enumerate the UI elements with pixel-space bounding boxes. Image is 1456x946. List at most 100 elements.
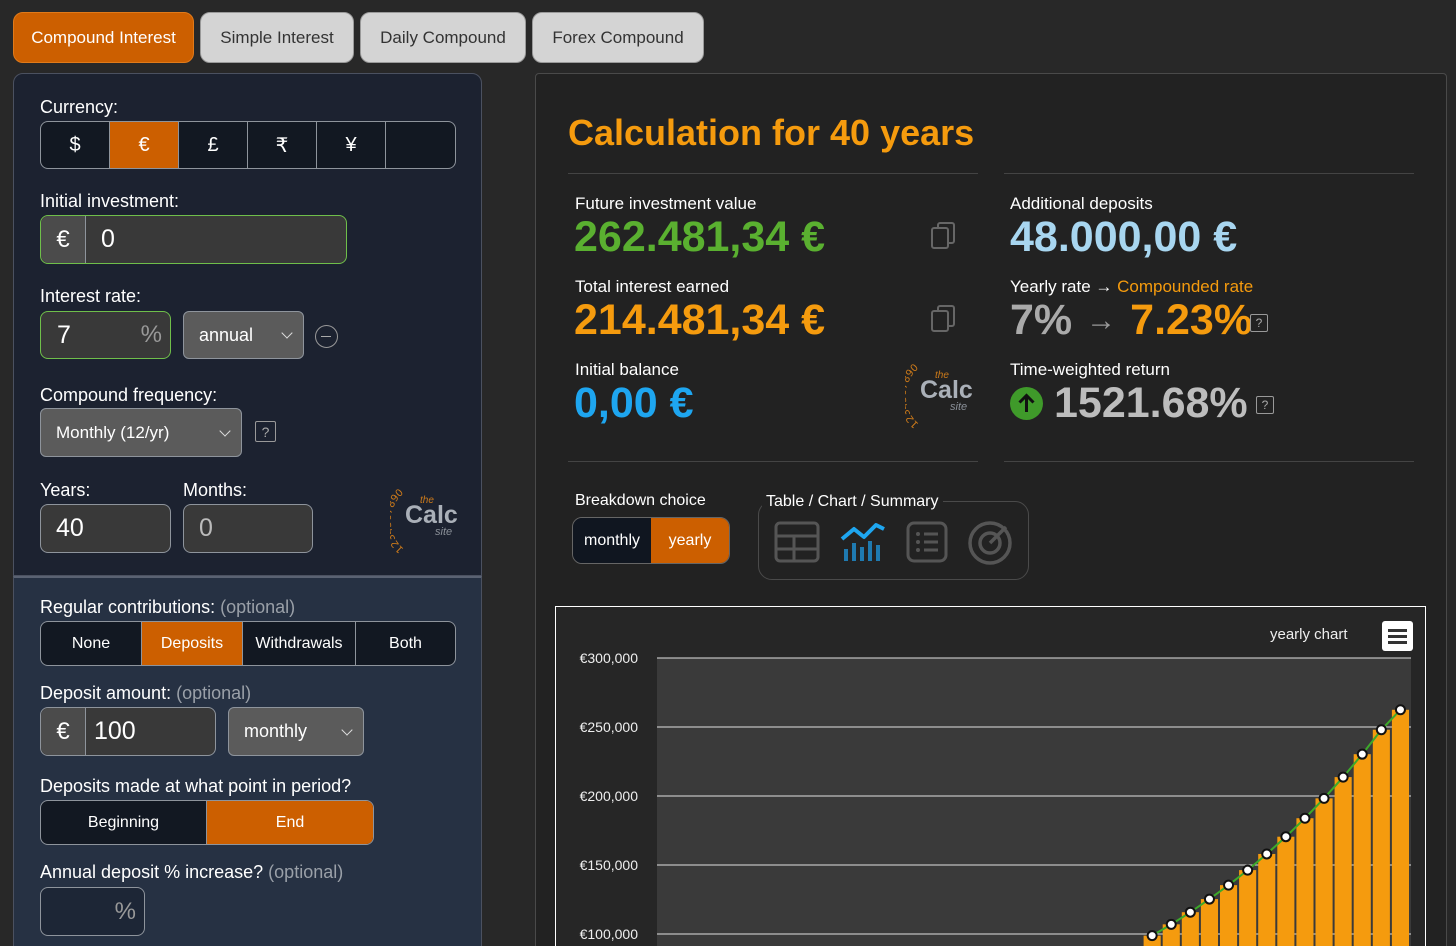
data-point[interactable] xyxy=(1223,879,1235,891)
data-point[interactable] xyxy=(1242,864,1254,876)
chart-bar[interactable] xyxy=(1315,798,1333,946)
currency-custom-button[interactable] xyxy=(386,122,455,168)
total-interest-label: Total interest earned xyxy=(575,277,730,296)
data-point[interactable] xyxy=(1261,848,1273,860)
chart-plot: €300,000 €250,000 €200,000 €150,000 €100,000 xyxy=(580,650,1411,946)
breakdown-yearly-button[interactable]: yearly xyxy=(651,518,729,563)
data-point[interactable] xyxy=(1184,906,1196,918)
chart-title: yearly chart xyxy=(1270,626,1348,643)
y-tick-label: €200,000 xyxy=(580,788,639,804)
tab-compound-interest[interactable]: Compound Interest xyxy=(13,12,194,63)
table-icon[interactable] xyxy=(774,521,820,563)
months-input[interactable]: 0 xyxy=(183,504,313,553)
chart-menu-icon[interactable] xyxy=(1382,621,1413,651)
copy-icon[interactable] xyxy=(931,222,956,250)
timing-beginning-button[interactable]: Beginning xyxy=(41,801,207,844)
chart-bar[interactable] xyxy=(1181,912,1199,946)
future-value: 262.481,34 € xyxy=(574,213,826,261)
y-tick-label: €300,000 xyxy=(580,650,639,666)
chevron-down-icon xyxy=(219,424,231,437)
svg-text:1234567890: 1234567890 xyxy=(905,362,921,430)
tab-forex-compound[interactable]: Forex Compound xyxy=(532,12,704,63)
currency-usd-button[interactable]: $ xyxy=(41,122,110,168)
tab-daily-compound[interactable]: Daily Compound xyxy=(360,12,526,63)
chart-bar[interactable] xyxy=(1372,729,1390,946)
data-point[interactable] xyxy=(1337,771,1349,783)
data-point[interactable] xyxy=(1394,704,1406,716)
chart-bar[interactable] xyxy=(1162,924,1180,946)
divider xyxy=(1004,461,1414,462)
currency-gbp-button[interactable]: £ xyxy=(179,122,248,168)
logo-calc: Calc xyxy=(405,501,458,529)
view-selector-label: Table / Chart / Summary xyxy=(762,493,943,511)
calc-site-logo: 1234567890 the Calc site xyxy=(390,483,470,555)
years-label: Years: xyxy=(40,480,91,500)
rate-period-value: annual xyxy=(199,324,254,345)
remove-circle-icon[interactable] xyxy=(315,325,338,348)
data-point[interactable] xyxy=(1299,812,1311,824)
tab-simple-interest[interactable]: Simple Interest xyxy=(200,12,354,63)
annual-increase-label: Annual deposit % increase? (optional) xyxy=(40,862,344,882)
contrib-none-button[interactable]: None xyxy=(41,622,142,665)
initial-investment-label: Initial investment: xyxy=(40,191,180,211)
interest-rate-input[interactable]: 7 % xyxy=(40,311,171,359)
deposit-timing-selector: Beginning End xyxy=(40,800,374,845)
currency-selector: $ € £ ₹ ¥ xyxy=(40,121,456,169)
data-point[interactable] xyxy=(1165,918,1177,930)
breakdown-monthly-button[interactable]: monthly xyxy=(573,518,651,563)
deposit-amount-field[interactable]: € 100 xyxy=(40,707,216,756)
rate-values: 7% → 7.23% xyxy=(1010,296,1252,345)
chart-bar[interactable] xyxy=(1220,885,1238,946)
logo-site: site xyxy=(950,401,968,413)
contributions-selector: None Deposits Withdrawals Both xyxy=(40,621,456,666)
logo-digits: 1234567890 xyxy=(905,362,921,430)
chart-bar[interactable] xyxy=(1353,754,1371,946)
help-icon[interactable]: ? xyxy=(1250,314,1268,332)
years-input[interactable]: 40 xyxy=(40,504,171,553)
list-icon[interactable] xyxy=(906,521,948,563)
chart-bar[interactable] xyxy=(1391,709,1409,946)
data-point[interactable] xyxy=(1146,930,1158,942)
currency-prefix: € xyxy=(41,708,86,755)
currency-eur-button[interactable]: € xyxy=(110,122,179,168)
data-point[interactable] xyxy=(1203,893,1215,905)
chart-bar[interactable] xyxy=(1258,853,1276,946)
interest-rate-value: 7 xyxy=(57,320,71,349)
compound-frequency-label: Compound frequency: xyxy=(40,385,218,405)
help-icon[interactable]: ? xyxy=(1256,396,1274,414)
future-value-label: Future investment value xyxy=(575,194,757,213)
initial-investment-field[interactable]: € 0 xyxy=(40,215,347,264)
breakdown-label: Breakdown choice xyxy=(575,492,706,509)
currency-jpy-button[interactable]: ¥ xyxy=(317,122,386,168)
rate-period-select[interactable]: annual xyxy=(183,311,304,359)
chart-bar[interactable] xyxy=(1334,777,1352,946)
data-point[interactable] xyxy=(1280,831,1292,843)
chart-bar[interactable] xyxy=(1296,818,1314,946)
logo-digits: 1234567890 xyxy=(390,487,406,555)
currency-prefix: € xyxy=(41,216,86,263)
chart-bar[interactable] xyxy=(1277,836,1295,946)
target-icon[interactable] xyxy=(966,519,1014,567)
chart-bar[interactable] xyxy=(1200,899,1218,946)
contrib-deposits-button[interactable]: Deposits xyxy=(142,622,243,665)
results-title: Calculation for 40 years xyxy=(568,112,975,153)
compound-frequency-select[interactable]: Monthly (12/yr) xyxy=(40,408,242,457)
contrib-both-button[interactable]: Both xyxy=(389,634,422,652)
chart-bar[interactable] xyxy=(1239,870,1257,946)
time-weighted-return-value: 1521.68% xyxy=(1054,379,1248,427)
divider xyxy=(568,461,978,462)
currency-inr-button[interactable]: ₹ xyxy=(248,122,317,168)
copy-icon[interactable] xyxy=(931,305,956,333)
deposit-period-value: monthly xyxy=(244,721,308,741)
y-tick-label: €100,000 xyxy=(580,926,639,942)
data-point[interactable] xyxy=(1318,792,1330,804)
deposit-period-select[interactable]: monthly xyxy=(228,707,364,756)
chart-icon[interactable] xyxy=(840,521,886,563)
contrib-withdrawals-button[interactable]: Withdrawals xyxy=(243,622,356,665)
help-icon[interactable]: ? xyxy=(255,421,276,442)
data-point[interactable] xyxy=(1356,748,1368,760)
data-point[interactable] xyxy=(1375,724,1387,736)
percent-unit: % xyxy=(140,321,162,348)
timing-end-button[interactable]: End xyxy=(207,801,373,844)
annual-increase-input[interactable]: % xyxy=(40,887,145,936)
